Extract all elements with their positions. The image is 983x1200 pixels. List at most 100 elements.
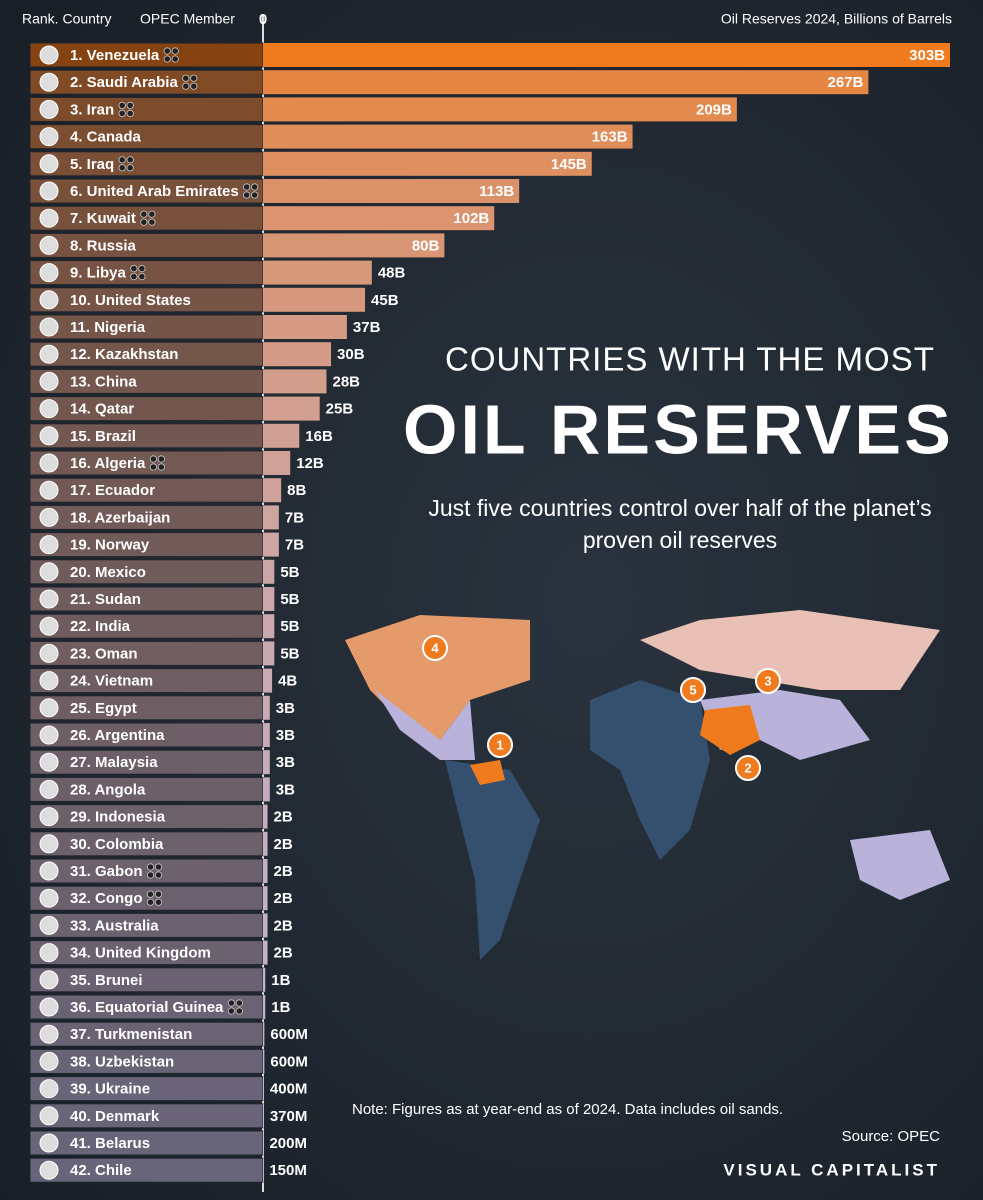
bar <box>263 913 268 938</box>
flag <box>39 807 59 827</box>
flag <box>39 943 59 963</box>
value-label: 5B <box>280 564 299 581</box>
bar <box>263 124 633 149</box>
category-label: 42. Chile <box>70 1162 132 1179</box>
opec-icon <box>163 55 171 63</box>
row-panel <box>29 423 264 449</box>
opec-icon <box>148 210 156 218</box>
opec-icon <box>149 463 157 471</box>
opec-icon <box>251 183 259 191</box>
category-label: 1. Venezuela <box>70 47 160 64</box>
bar <box>263 315 347 339</box>
opec-label: OPEC Member <box>140 11 235 27</box>
row-panel <box>29 151 264 177</box>
flag <box>39 453 59 473</box>
row-panel <box>29 178 264 204</box>
bar <box>263 587 275 611</box>
value-label: 2B <box>274 917 293 934</box>
value-label: 3B <box>276 727 295 744</box>
flag <box>39 725 59 745</box>
row-panel <box>29 831 264 857</box>
bar <box>263 1076 264 1101</box>
value-label: 303B <box>909 47 945 64</box>
value-label: 1B <box>271 999 290 1016</box>
category-label: 8. Russia <box>70 237 137 254</box>
category-label: 28. Angola <box>70 781 146 798</box>
bar <box>263 995 266 1019</box>
row-panel <box>29 1076 264 1102</box>
opec-icon <box>146 890 155 898</box>
row-panel <box>29 804 264 830</box>
opec-icon <box>154 871 163 879</box>
bar <box>263 505 279 530</box>
category-label: 26. Argentina <box>70 727 165 744</box>
bar <box>263 233 445 258</box>
world-map <box>345 610 950 960</box>
category-label: 31. Gabon <box>70 863 143 880</box>
category-label: 17. Ecuador <box>70 482 155 499</box>
flag <box>39 235 59 255</box>
category-label: 37. Turkmenistan <box>70 1026 192 1043</box>
title: COUNTRIES WITH THE MOST <box>445 341 935 378</box>
opec-icon <box>235 1007 243 1015</box>
opec-icon <box>157 463 165 471</box>
bar <box>263 369 327 394</box>
flag <box>39 72 59 92</box>
category-label: 20. Mexico <box>70 564 146 581</box>
bar <box>263 641 275 666</box>
opec-icon <box>126 101 134 110</box>
opec-icon <box>182 74 190 82</box>
flag <box>39 970 59 990</box>
value-label: 145B <box>551 156 587 173</box>
flag <box>39 181 59 201</box>
value-label: 113B <box>479 183 514 200</box>
row-panel <box>29 314 264 340</box>
flag <box>39 861 59 881</box>
category-label: 16. Algeria <box>70 455 146 472</box>
value-label: 2B <box>274 836 293 853</box>
row-panel <box>29 940 264 966</box>
map-marker-label: 5 <box>689 682 696 697</box>
flag <box>39 698 59 718</box>
value-label: 3B <box>276 700 295 717</box>
row-panel <box>29 885 264 911</box>
bar <box>263 423 300 448</box>
category-label: 22. India <box>70 618 131 635</box>
value-label: 200M <box>269 1135 307 1152</box>
row-panel <box>29 205 264 231</box>
row-panel <box>29 912 264 938</box>
bar <box>263 559 275 584</box>
opec-icon <box>140 210 148 218</box>
bar <box>263 831 268 856</box>
category-label: 5. Iraq <box>70 156 114 173</box>
value-label: 209B <box>696 101 732 118</box>
row-panel <box>29 1157 264 1183</box>
row-panel <box>29 858 264 884</box>
opec-icon <box>154 863 163 871</box>
category-label: 4. Canada <box>70 129 142 146</box>
value-label: 5B <box>280 618 299 635</box>
value-label: 600M <box>270 1026 308 1043</box>
row-panel <box>29 668 264 694</box>
opec-icon <box>126 109 134 118</box>
bar <box>263 967 266 992</box>
row-panel <box>29 1048 264 1074</box>
value-label: 3B <box>276 754 295 771</box>
category-label: 2. Saudi Arabia <box>70 74 178 91</box>
value-label: 400M <box>270 1081 308 1098</box>
opec-icon <box>235 999 243 1007</box>
value-label: 2B <box>274 809 293 826</box>
opec-icon <box>157 455 165 463</box>
value-label: 28B <box>332 373 360 390</box>
opec-icon <box>146 863 155 871</box>
opec-icon <box>182 82 190 90</box>
row-panel <box>29 260 264 286</box>
bar <box>263 1049 265 1074</box>
row-panel <box>29 722 264 748</box>
value-label: 30B <box>337 346 365 363</box>
row-panel <box>29 69 264 95</box>
opec-icon <box>154 898 163 906</box>
category-label: 12. Kazakhstan <box>70 346 178 363</box>
